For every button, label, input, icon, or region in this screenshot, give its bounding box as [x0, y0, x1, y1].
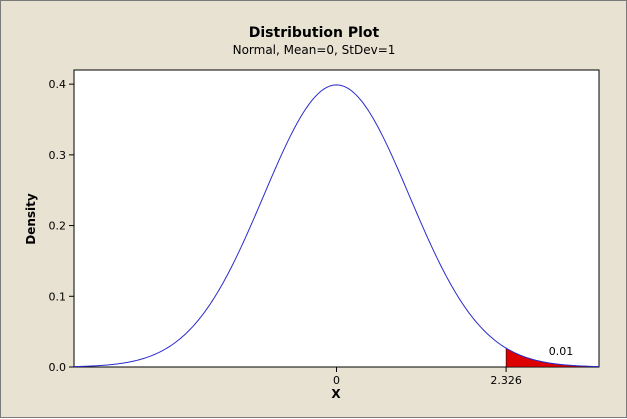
chart-title: Distribution Plot [249, 25, 380, 41]
density-curve [73, 84, 600, 368]
x-tick-label: 0 [333, 374, 340, 387]
plot-area [73, 69, 600, 368]
y-tick-label: 0.2 [49, 220, 67, 233]
x-tick-label: 2.326 [490, 374, 522, 387]
chart-subtitle: Normal, Mean=0, StDev=1 [233, 43, 396, 57]
y-tick-label: 0.0 [49, 361, 67, 374]
x-axis-label: X [331, 387, 341, 401]
y-tick-label: 0.1 [49, 290, 67, 303]
y-tick-label: 0.4 [49, 78, 67, 91]
y-axis-label: Density [24, 193, 38, 245]
y-tick-label: 0.3 [49, 149, 67, 162]
shaded-probability-label: 0.01 [549, 345, 574, 358]
